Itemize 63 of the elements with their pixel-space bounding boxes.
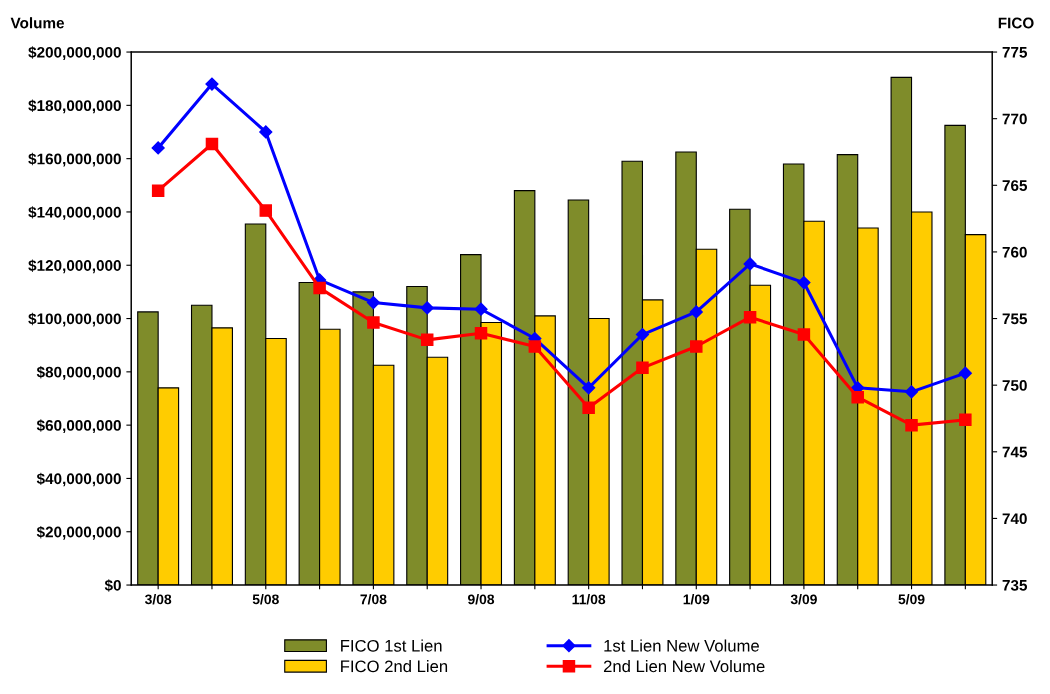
y-tick-label: $160,000,000: [28, 152, 121, 167]
point: [743, 310, 757, 324]
point: [582, 381, 596, 395]
point: [528, 340, 542, 353]
x-tick-label: 3/08: [144, 594, 172, 605]
x-tick-label: 3/09: [790, 594, 817, 605]
y-tick-label: $200,000,000: [28, 46, 121, 60]
point: [366, 295, 380, 310]
point: [690, 340, 703, 353]
y-tick-label: $140,000,000: [28, 206, 121, 220]
point: [904, 385, 919, 399]
legend-label: FICO 2nd Lien: [341, 659, 448, 673]
y2-tick-label: 750: [1002, 380, 1027, 391]
y-tick-label: $40,000,000: [36, 472, 121, 487]
x-tick-label: 7/08: [360, 594, 387, 605]
y-tick-label: $60,000,000: [36, 419, 121, 434]
point: [582, 401, 595, 415]
point: [636, 361, 649, 375]
y2-tick-label: 740: [1002, 513, 1027, 525]
point: [420, 333, 434, 347]
point: [851, 390, 864, 404]
x-tick-label: 9/08: [468, 594, 495, 605]
y-tick-label: $100,000,000: [28, 312, 121, 327]
y-axis-title: Volume: [10, 17, 65, 29]
y-tick-label: $80,000,000: [36, 366, 121, 380]
point: [689, 305, 703, 319]
y-tick-label: $20,000,000: [36, 525, 121, 540]
legend-label: 2nd Lien New Volume: [603, 659, 765, 673]
y-tick-label: $180,000,000: [28, 99, 121, 114]
point: [259, 125, 273, 139]
point: [797, 328, 811, 341]
y2-tick-label: 770: [1002, 113, 1027, 125]
point: [205, 137, 219, 151]
point: [313, 281, 326, 295]
legend-label: 1st Lien New Volume: [604, 639, 759, 652]
point: [420, 301, 434, 315]
point: [151, 141, 165, 155]
point: [259, 204, 273, 217]
point: [205, 77, 219, 91]
point: [959, 413, 972, 427]
x-tick-label: 5/09: [898, 594, 925, 605]
x-tick-label: 5/08: [252, 594, 279, 605]
point: [474, 302, 488, 316]
y-tick-label: $120,000,000: [28, 259, 121, 274]
point: [367, 316, 380, 329]
legend-label: FICO 1st Lien: [341, 639, 442, 652]
point: [958, 366, 972, 380]
point: [635, 327, 650, 342]
y2-tick-label: 735: [1002, 579, 1028, 591]
x-tick-label: 11/08: [572, 594, 606, 605]
y-tick-label: $0: [104, 579, 121, 592]
point: [743, 257, 757, 271]
y2-tick-label: 775: [1002, 47, 1028, 58]
y2-axis-title: FICO: [998, 17, 1034, 29]
point: [905, 418, 918, 432]
point: [474, 326, 488, 340]
y2-tick-label: 745: [1002, 446, 1028, 458]
y2-tick-label: 765: [1002, 180, 1028, 191]
point: [151, 184, 165, 197]
point: [797, 275, 811, 290]
y2-tick-label: 755: [1002, 313, 1028, 325]
y2-tick-label: 760: [1002, 246, 1027, 258]
x-tick-label: 1/09: [683, 594, 710, 605]
